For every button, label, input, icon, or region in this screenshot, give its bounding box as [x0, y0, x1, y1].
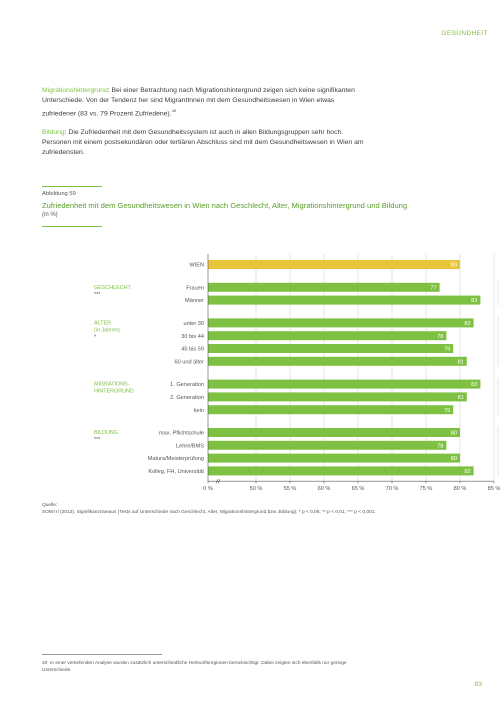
category-label: 1. Generation — [170, 382, 204, 388]
category-label: kein — [194, 408, 204, 414]
paragraph-education: Bildung: Die Zufriedenheit mit dem Gesun… — [42, 128, 364, 159]
bar — [208, 295, 481, 305]
page-number: 83 — [474, 681, 482, 688]
footnote-text: In einer vertiefenden Analyse wurden zus… — [42, 661, 347, 674]
bar — [208, 379, 481, 389]
section-header: GESUNDHEIT — [441, 30, 488, 37]
bar — [208, 392, 467, 402]
bar — [208, 405, 454, 415]
paragraph-migration: Migrationshintergrund: Bei einer Betrach… — [42, 86, 364, 120]
figure-divider-bottom — [42, 226, 102, 227]
bar-value-label: 80 — [451, 456, 457, 462]
bar-value-label: 78 — [437, 443, 443, 449]
category-label: Frauen — [186, 285, 204, 291]
x-tick-label: 85 % — [488, 486, 501, 492]
bar — [208, 318, 474, 328]
bar-value-label: 80 — [451, 431, 457, 437]
category-label: 2. Generation — [170, 395, 204, 401]
group-label-line2: (in Jahren) — [94, 327, 120, 333]
figure-subtitle: (in %) — [42, 212, 58, 218]
paragraph-keyword: Bildung — [42, 129, 65, 136]
bar-value-label: 81 — [458, 359, 464, 365]
source-label: Quelle: — [42, 503, 58, 508]
footnote-number: 40 — [42, 661, 48, 666]
category-label: unter 30 — [183, 321, 204, 327]
paragraph-text: : Bei einer Betrachtung nach Migrationsh… — [42, 87, 355, 118]
figure-divider-top — [42, 186, 102, 187]
bar-chart: 80 WIEN 77 Frauen 83 Männer 82 unter 30 78 30 bis… — [94, 254, 501, 492]
bar — [208, 282, 440, 292]
category-label: WIEN — [189, 263, 204, 269]
group-label-line2: HINTERGRUND — [94, 389, 134, 395]
bar-value-label: 77 — [430, 285, 436, 291]
x-tick-label: 65 % — [352, 486, 365, 492]
bar-value-label: 83 — [471, 298, 477, 304]
footnote: 40 In einer vertiefenden Analyse wurden … — [42, 660, 362, 675]
category-label: 30 bis 44 — [181, 334, 204, 340]
x-tick-label: 70 % — [386, 486, 399, 492]
source-text: SOWI II (2013). Signifikanzniveaus (Test… — [42, 510, 376, 515]
bar — [208, 453, 460, 463]
bar-value-label: 79 — [444, 347, 450, 353]
x-tick-label: 80 % — [454, 486, 467, 492]
bar — [208, 356, 467, 366]
category-label: Lehre/BMS — [176, 443, 204, 449]
category-label: Matura/Meisterprüfung — [148, 456, 204, 462]
bar-value-label: 80 — [451, 263, 457, 269]
paragraph-text: : Die Zufriedenheit mit dem Gesundheitss… — [42, 129, 364, 157]
significance-label: * — [94, 334, 97, 340]
bar-value-label: 79 — [444, 408, 450, 414]
x-tick-label: 0 % — [203, 486, 213, 492]
significance-label: *** — [94, 292, 101, 298]
group-label: MIGRATIONS- — [94, 382, 130, 388]
bar — [208, 428, 460, 437]
bar-value-label: 82 — [464, 469, 470, 475]
category-label: 60 und älter — [174, 359, 204, 365]
x-tick-label: 50 % — [250, 486, 263, 492]
bar — [208, 466, 474, 476]
bar-value-label: 81 — [458, 395, 464, 401]
bar — [208, 344, 454, 353]
category-label: Männer — [185, 298, 204, 304]
category-label: Kolleg, FH, Universität — [148, 469, 204, 475]
axis-break-mark — [215, 479, 219, 484]
bar — [208, 331, 447, 341]
category-label: 45 bis 59 — [181, 347, 204, 353]
bar — [208, 440, 447, 450]
bar-value-label: 83 — [471, 382, 477, 388]
figure-number: Abbildung 59 — [42, 191, 76, 197]
group-label: BILDUNG — [94, 430, 118, 436]
x-tick-label: 55 % — [284, 486, 297, 492]
figure-title: Zufriedenheit mit dem Gesundheitswesen i… — [42, 201, 408, 210]
paragraph-keyword: Migrationshintergrund — [42, 87, 108, 94]
group-label: ALTER — [94, 320, 111, 326]
bar-value-label: 78 — [437, 334, 443, 340]
footnote-reference[interactable]: 40 — [171, 108, 177, 114]
footnote-divider — [42, 654, 162, 655]
x-tick-label: 60 % — [318, 486, 331, 492]
x-tick-label: 75 % — [420, 486, 433, 492]
significance-label: *** — [94, 437, 101, 443]
category-label: max. Pflichtschule — [159, 431, 204, 437]
axis-break-mark — [217, 479, 221, 484]
bar — [208, 260, 460, 269]
group-label: GESCHLECHT — [94, 285, 132, 291]
bar-value-label: 82 — [464, 321, 470, 327]
